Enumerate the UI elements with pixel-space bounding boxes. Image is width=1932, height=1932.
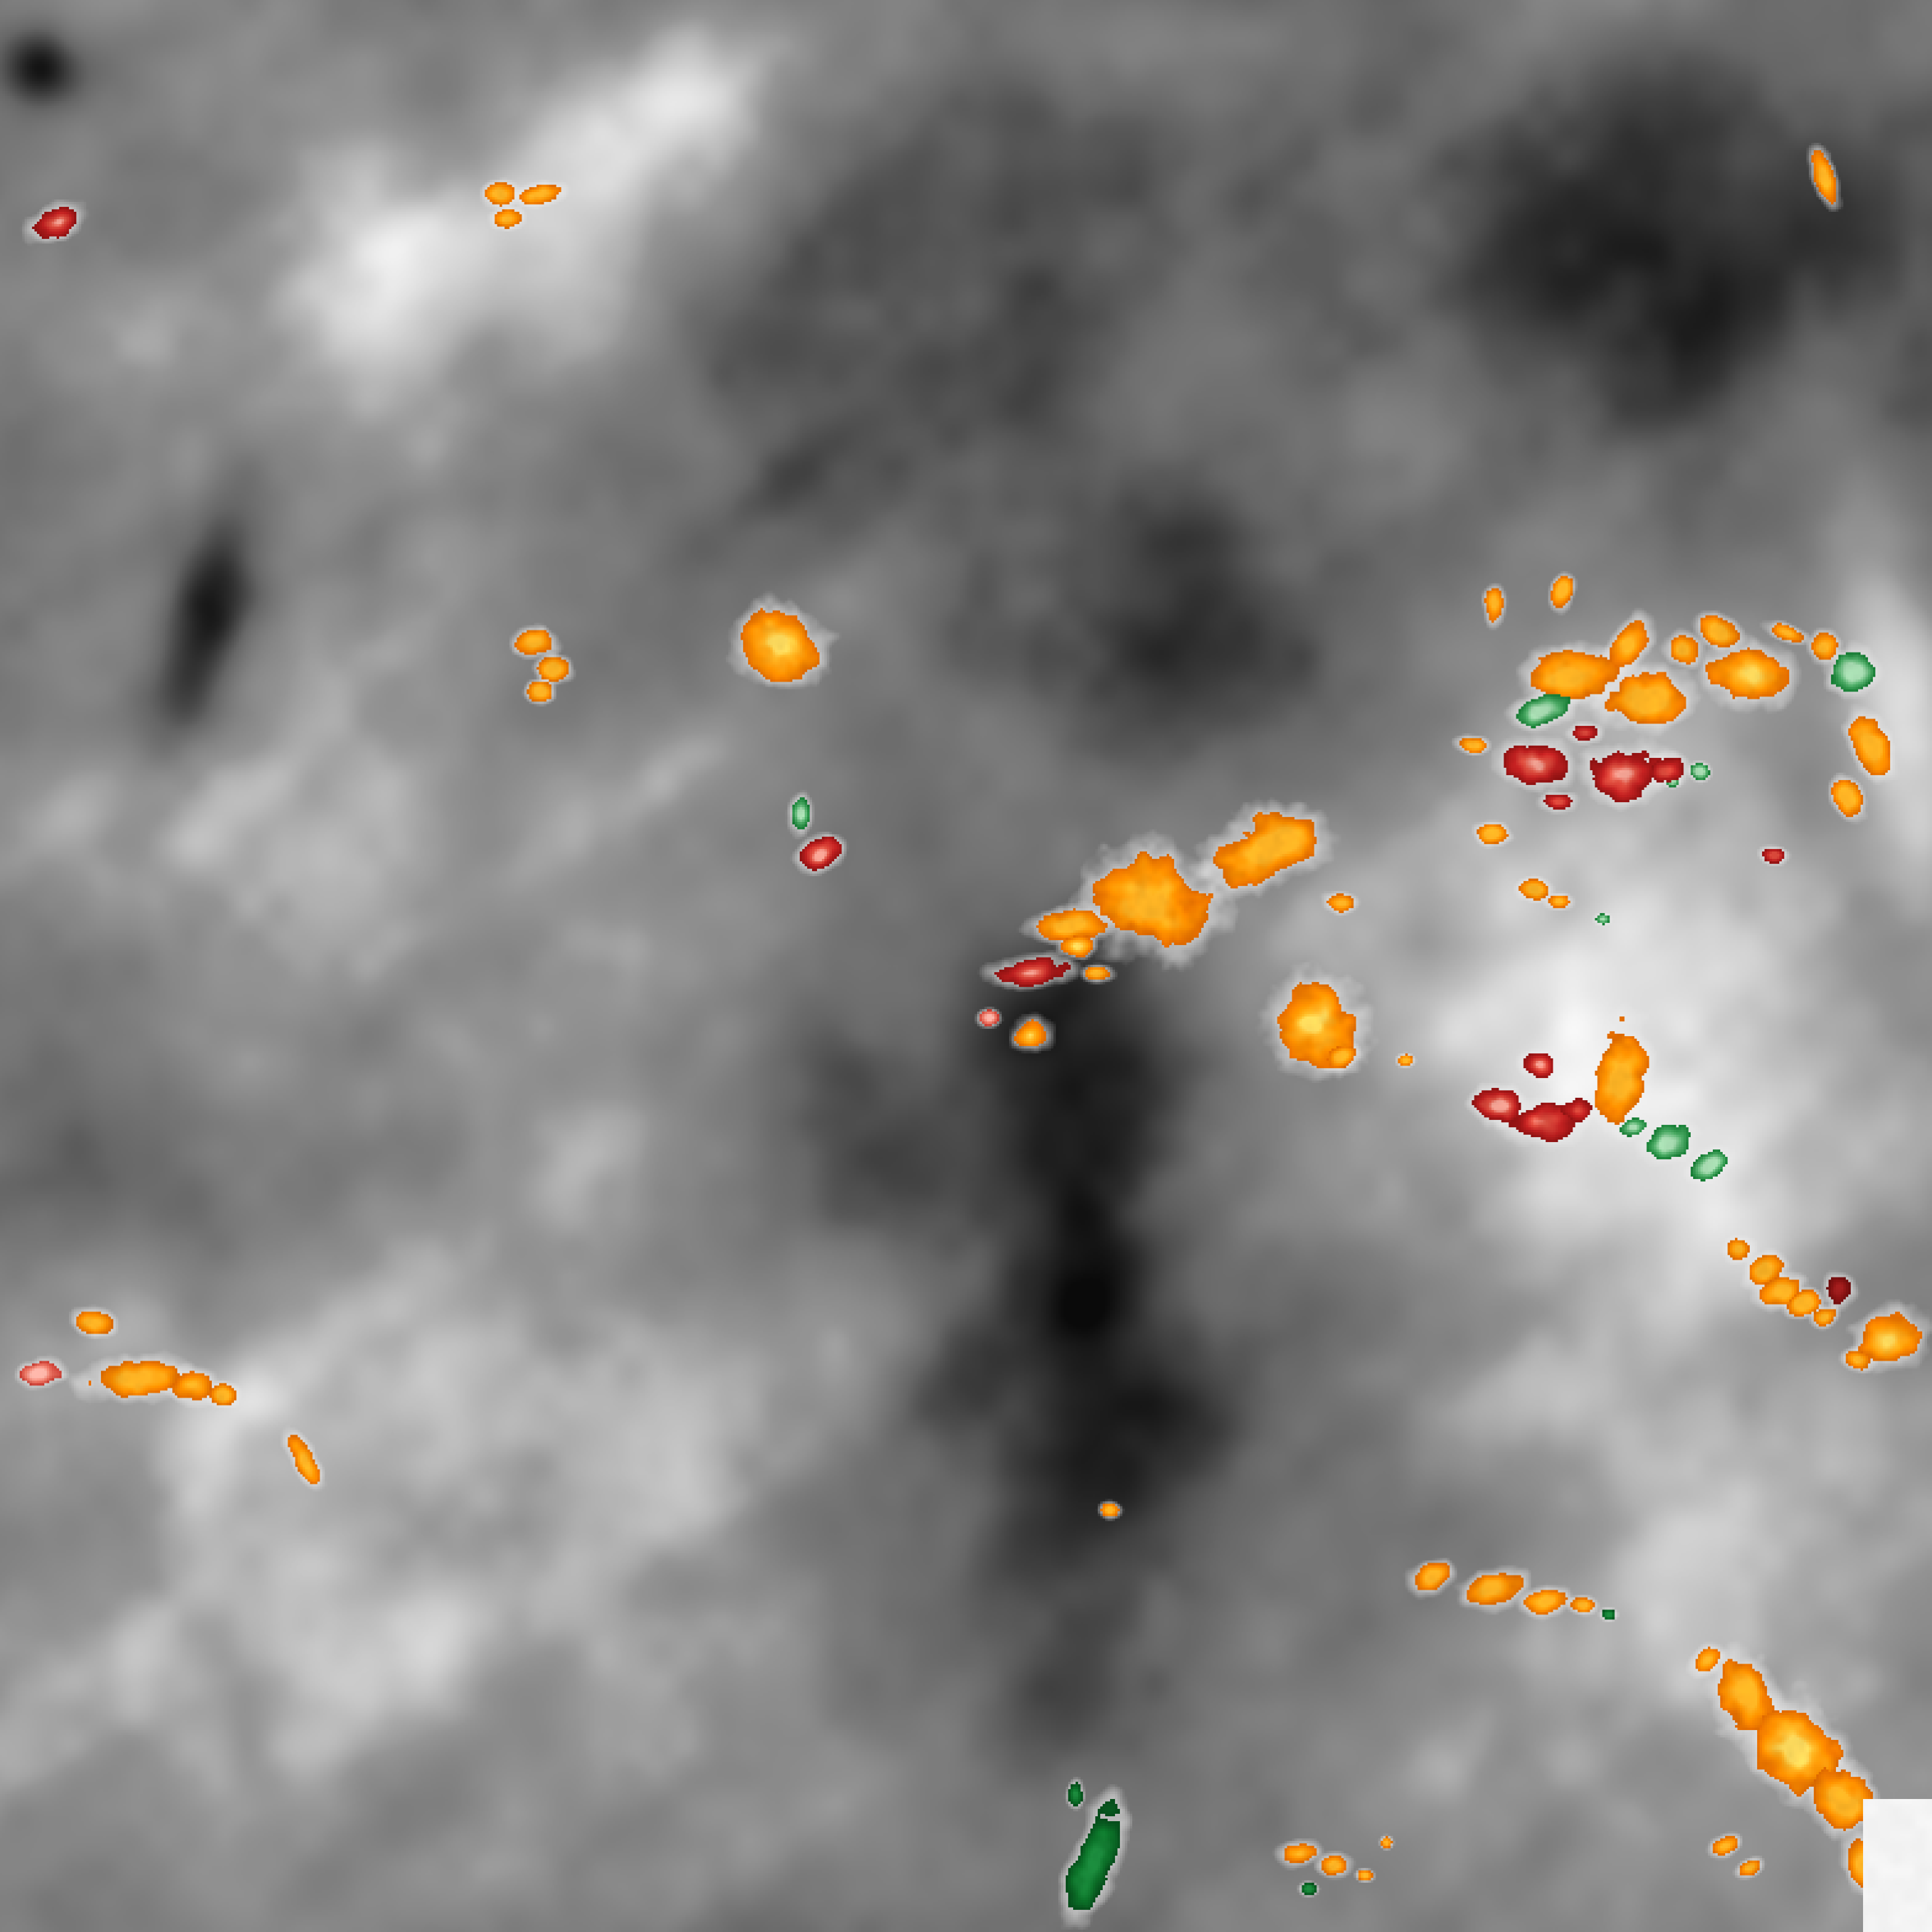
satellite-image-canvas [0, 0, 1932, 1932]
satellite-ir-image [0, 0, 1932, 1932]
